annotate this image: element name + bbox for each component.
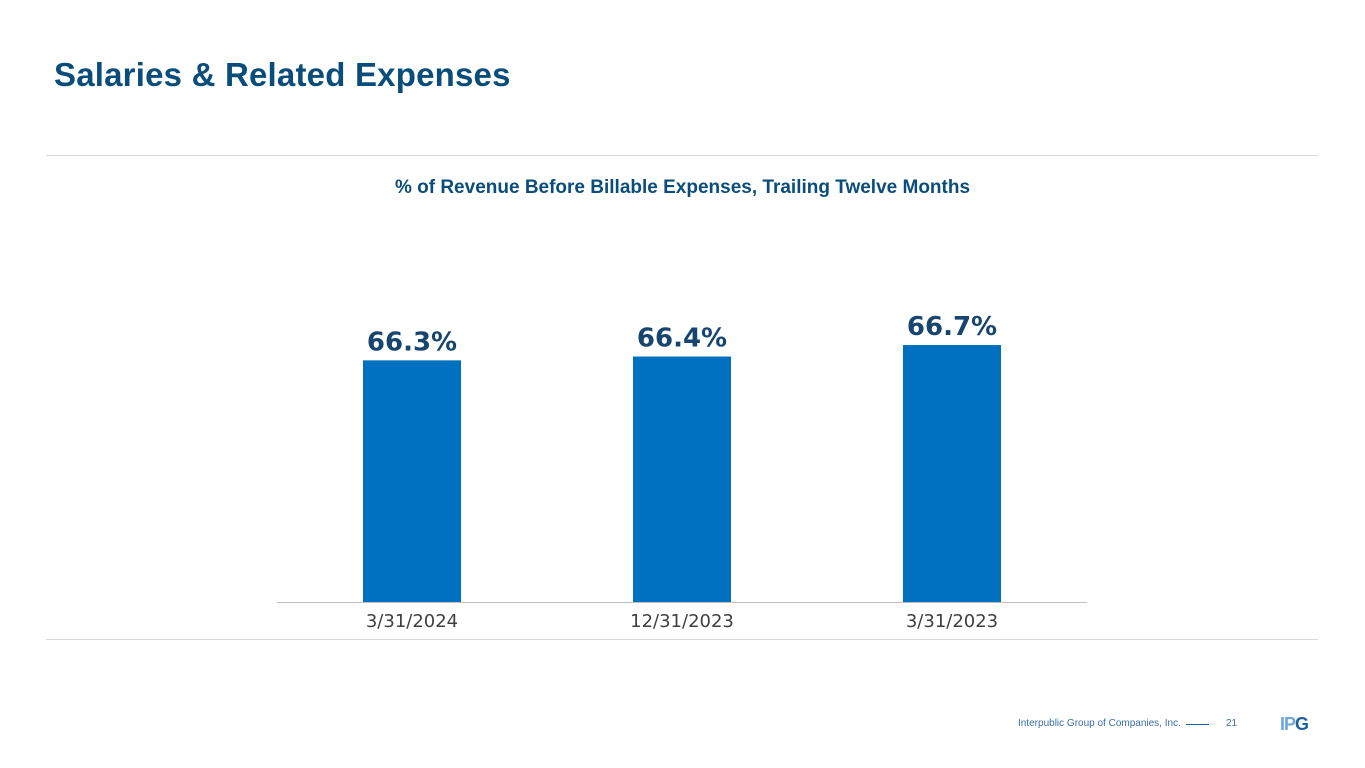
x-tick-label-3: 3/31/2023 bbox=[906, 611, 998, 632]
ipg-logo: IPG bbox=[1280, 714, 1309, 734]
page-number: 21 bbox=[1226, 718, 1238, 729]
top-divider bbox=[46, 155, 1318, 156]
data-label-3: 66.7% bbox=[907, 312, 997, 342]
bar-1 bbox=[363, 360, 461, 602]
chart-title: % of Revenue Before Billable Expenses, T… bbox=[394, 177, 971, 198]
data-label-1: 66.3% bbox=[367, 327, 457, 357]
bar-3 bbox=[903, 345, 1001, 602]
page-title: Salaries & Related Expenses bbox=[54, 56, 511, 93]
x-tick-label-1: 3/31/2024 bbox=[366, 611, 458, 632]
bar-2 bbox=[633, 356, 731, 602]
footer-separator bbox=[1186, 724, 1209, 725]
bottom-divider bbox=[46, 639, 1318, 640]
footer-company-name: Interpublic Group of Companies, Inc. bbox=[1018, 718, 1181, 729]
data-label-2: 66.4% bbox=[637, 324, 727, 354]
x-tick-label-2: 12/31/2023 bbox=[630, 611, 734, 632]
